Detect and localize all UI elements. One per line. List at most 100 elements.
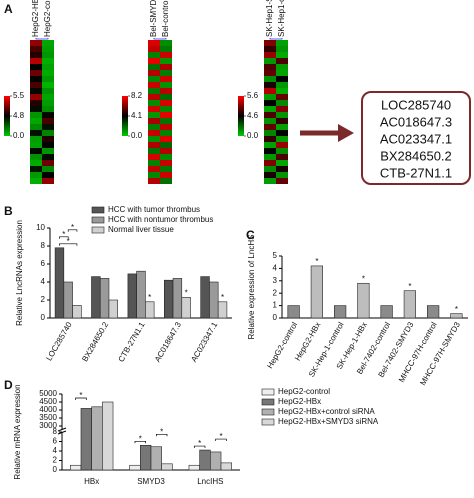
legend-swatch: [261, 418, 275, 426]
significance-star: *: [185, 288, 188, 297]
heat-cell: [276, 58, 288, 64]
heat-cell: [148, 154, 160, 160]
legend-label: HCC with tumor thrombus: [108, 205, 200, 214]
heat-cell: [264, 94, 276, 100]
significance-bracket: [59, 243, 78, 246]
bar: [129, 464, 141, 471]
heat-cell: [42, 76, 54, 82]
y-tick-label: 8: [41, 241, 46, 250]
heat-cell: [42, 58, 54, 64]
bar: [427, 305, 440, 319]
column-label: SK-Hep1-control: [277, 0, 286, 37]
x-tick-label: LOC285740: [44, 320, 74, 362]
heat-cell: [160, 178, 172, 184]
heat-cell: [160, 70, 172, 76]
heat-cell: [264, 100, 276, 106]
heat-cell: [148, 40, 160, 46]
heat-cell: [276, 166, 288, 172]
heat-cell: [264, 112, 276, 118]
panel-label: D: [4, 378, 13, 392]
heat-cell: [160, 142, 172, 148]
heat-cell: [42, 142, 54, 148]
x-tick-label: HBx: [84, 477, 99, 486]
heat-cell: [30, 136, 42, 142]
y-tick-label: 5: [273, 251, 278, 260]
colorbar-label: 5.6: [247, 91, 259, 100]
bar: [70, 464, 82, 471]
bar: [334, 305, 347, 319]
y-tick-label: 10: [36, 223, 45, 232]
heat-cell: [264, 130, 276, 136]
heat-cell: [30, 52, 42, 58]
bar: [199, 449, 211, 471]
significance-bracket: [134, 440, 147, 444]
x-tick-label: LncIHS: [197, 477, 223, 486]
significance-bracket: [155, 433, 168, 437]
significance-star: *: [315, 257, 318, 266]
bar: [108, 299, 119, 319]
legend-label: HCC with nontumor thrombus: [108, 215, 213, 224]
heat-cell: [276, 88, 288, 94]
heat-cell: [264, 58, 276, 64]
heat-cell: [276, 106, 288, 112]
heat-cell: [42, 40, 54, 46]
significance-star: *: [139, 434, 142, 443]
y-tick-label: 3500: [39, 413, 57, 422]
bar: [80, 408, 92, 471]
legend-label: HepG2-HBx+SMYD3 siRNA: [278, 417, 379, 426]
column-label: Bel-control: [161, 0, 170, 37]
heat-cell: [148, 58, 160, 64]
heat-cell: [160, 64, 172, 70]
heat-cell: [42, 88, 54, 94]
bar: [140, 444, 152, 471]
significance-star: *: [219, 432, 222, 441]
heat-cell: [42, 130, 54, 136]
heat-cell: [276, 136, 288, 142]
heat-cell: [148, 136, 160, 142]
y-tick-label: 1: [273, 301, 278, 310]
heat-cell: [160, 124, 172, 130]
x-tick-label: AC023347.1: [189, 320, 219, 363]
heat-cell: [160, 136, 172, 142]
y-tick-label: 3: [273, 276, 278, 285]
heat-cell: [42, 82, 54, 88]
heat-cell: [264, 76, 276, 82]
legend-label: HepG2-HBx+control siRNA: [278, 407, 375, 416]
bar: [72, 305, 82, 319]
heat-cell: [30, 112, 42, 118]
heat-cell: [160, 130, 172, 136]
bar: [181, 296, 191, 319]
y-tick-label: 4000: [39, 405, 57, 414]
panel-label: C: [246, 228, 255, 242]
lncrna-name: AC023347.1: [380, 131, 452, 146]
y-tick-label: 2: [53, 456, 58, 465]
lncrna-name: LOC285740: [381, 97, 451, 112]
significance-bracket: [59, 236, 69, 239]
bar: [450, 313, 463, 319]
bar: [210, 451, 222, 471]
y-tick-label: 0: [273, 313, 278, 322]
heat-cell: [276, 64, 288, 70]
bar: [220, 462, 232, 471]
heat-cell: [276, 142, 288, 148]
heat-cell: [160, 94, 172, 100]
heat-cell: [276, 46, 288, 52]
y-axis-label: Relative expression of LncHS: [247, 235, 256, 340]
lncrna-name: CTB-27N1.1: [380, 165, 452, 180]
bracket: [269, 38, 283, 40]
heat-cell: [276, 76, 288, 82]
bar: [127, 273, 137, 319]
heat-cell: [160, 40, 172, 46]
y-tick-label: 4: [273, 264, 278, 273]
heat-cell: [160, 106, 172, 112]
heat-cell: [42, 166, 54, 172]
significance-star: *: [221, 293, 224, 302]
heat-cell: [264, 118, 276, 124]
heat-cell: [264, 82, 276, 88]
heat-cell: [30, 82, 42, 88]
heat-cell: [42, 136, 54, 142]
significance-star: *: [198, 439, 201, 448]
x-tick-label: SMYD3: [137, 477, 165, 486]
colorbar: [4, 96, 10, 136]
column-label: Bel-SMYD3: [149, 0, 158, 37]
